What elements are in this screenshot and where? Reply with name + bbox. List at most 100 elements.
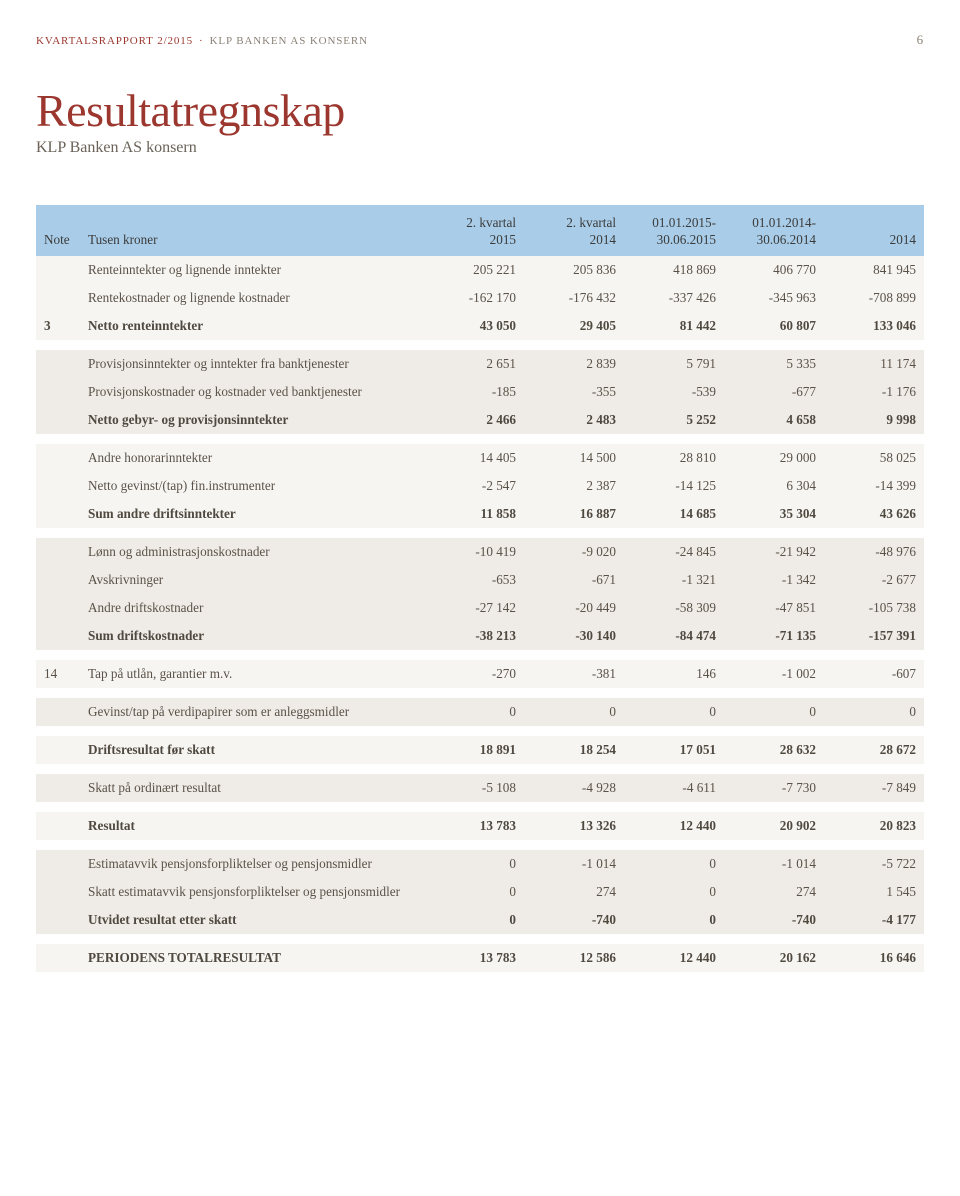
cell-label: Avskrivninger [80,566,424,594]
cell-value: 12 586 [524,944,624,972]
table-row: Resultat13 78313 32612 44020 90220 823 [36,812,924,840]
cell-value: 0 [424,906,524,934]
cell-value: 60 807 [724,312,824,340]
cell-value: -337 426 [624,284,724,312]
table-row: Netto gebyr- og provisjonsinntekter2 466… [36,406,924,434]
cell-value: 205 221 [424,256,524,284]
table-row: Avskrivninger-653-671-1 321-1 342-2 677 [36,566,924,594]
cell-label: Skatt estimatavvik pensjonsforpliktelser… [80,878,424,906]
cell-value: 28 672 [824,736,924,764]
cell-note [36,472,80,500]
cell-label: Renteinntekter og lignende inntekter [80,256,424,284]
cell-value: 2 483 [524,406,624,434]
cell-value: -708 899 [824,284,924,312]
table-row: Sum driftskostnader-38 213-30 140-84 474… [36,622,924,650]
cell-value: 11 174 [824,350,924,378]
cell-value: 0 [424,878,524,906]
header-left-red: KVARTALSRAPPORT 2/2015 [36,35,193,47]
table-row: Sum andre driftsinntekter11 85816 88714 … [36,500,924,528]
cell-note [36,878,80,906]
table-row: Driftsresultat før skatt18 89118 25417 0… [36,736,924,764]
cell-value: 16 646 [824,944,924,972]
col-ytd-2015: 01.01.2015-30.06.2015 [624,205,724,256]
cell-value: 6 304 [724,472,824,500]
cell-value: 20 162 [724,944,824,972]
cell-value: 28 632 [724,736,824,764]
cell-note [36,736,80,764]
cell-note [36,256,80,284]
cell-value: 29 405 [524,312,624,340]
table-row: Renteinntekter og lignende inntekter205 … [36,256,924,284]
cell-value: 1 545 [824,878,924,906]
table-row: Gevinst/tap på verdipapirer som er anleg… [36,698,924,726]
group-spacer [36,840,924,850]
cell-note [36,698,80,726]
cell-value: -2 677 [824,566,924,594]
col-ytd-2014: 01.01.2014-30.06.2014 [724,205,824,256]
cell-label: Netto renteinntekter [80,312,424,340]
cell-value: -48 976 [824,538,924,566]
cell-label: Andre driftskostnader [80,594,424,622]
cell-value: -5 108 [424,774,524,802]
cell-value: 274 [524,878,624,906]
cell-value: 2 387 [524,472,624,500]
table-row: Netto gevinst/(tap) fin.instrumenter-2 5… [36,472,924,500]
cell-value: -176 432 [524,284,624,312]
cell-value: -84 474 [624,622,724,650]
col-fy-2014: 2014 [824,205,924,256]
cell-value: -14 399 [824,472,924,500]
cell-value: 81 442 [624,312,724,340]
cell-value: -157 391 [824,622,924,650]
cell-value: -1 176 [824,378,924,406]
cell-value: 0 [524,698,624,726]
cell-value: -345 963 [724,284,824,312]
group-spacer [36,340,924,350]
cell-value: -7 730 [724,774,824,802]
cell-value: 18 891 [424,736,524,764]
cell-value: -4 928 [524,774,624,802]
table-body: Renteinntekter og lignende inntekter205 … [36,256,924,972]
cell-value: -1 014 [724,850,824,878]
cell-value: 841 945 [824,256,924,284]
col-q2-2014: 2. kvartal2014 [524,205,624,256]
cell-label: Rentekostnader og lignende kostnader [80,284,424,312]
cell-label: Sum driftskostnader [80,622,424,650]
table-row: Andre driftskostnader-27 142-20 449-58 3… [36,594,924,622]
col-q2-2015: 2. kvartal2015 [424,205,524,256]
table-row: 3Netto renteinntekter43 05029 40581 4426… [36,312,924,340]
cell-note [36,906,80,934]
table-row: 14Tap på utlån, garantier m.v.-270-38114… [36,660,924,688]
cell-value: 43 050 [424,312,524,340]
group-spacer [36,528,924,538]
table-row: Utvidet resultat etter skatt0-7400-740-4… [36,906,924,934]
cell-value: -1 002 [724,660,824,688]
cell-value: 2 839 [524,350,624,378]
cell-label: Andre honorarinntekter [80,444,424,472]
cell-value: -2 547 [424,472,524,500]
cell-value: 11 858 [424,500,524,528]
table-row: Andre honorarinntekter14 40514 50028 810… [36,444,924,472]
cell-value: 14 685 [624,500,724,528]
cell-value: 16 887 [524,500,624,528]
cell-label: Gevinst/tap på verdipapirer som er anleg… [80,698,424,726]
cell-value: 274 [724,878,824,906]
cell-value: -671 [524,566,624,594]
cell-label: Netto gevinst/(tap) fin.instrumenter [80,472,424,500]
cell-value: 13 783 [424,812,524,840]
table-row: Lønn og administrasjonskostnader-10 419-… [36,538,924,566]
cell-value: -10 419 [424,538,524,566]
cell-value: 205 836 [524,256,624,284]
cell-value: 28 810 [624,444,724,472]
cell-value: -38 213 [424,622,524,650]
cell-note [36,944,80,972]
cell-value: -355 [524,378,624,406]
cell-note [36,378,80,406]
cell-value: -607 [824,660,924,688]
cell-label: Netto gebyr- og provisjonsinntekter [80,406,424,434]
table-header: Note Tusen kroner 2. kvartal2015 2. kvar… [36,205,924,256]
page-subtitle: KLP Banken AS konsern [36,139,924,157]
cell-note [36,622,80,650]
cell-value: -27 142 [424,594,524,622]
cell-value: -4 611 [624,774,724,802]
cell-value: 35 304 [724,500,824,528]
